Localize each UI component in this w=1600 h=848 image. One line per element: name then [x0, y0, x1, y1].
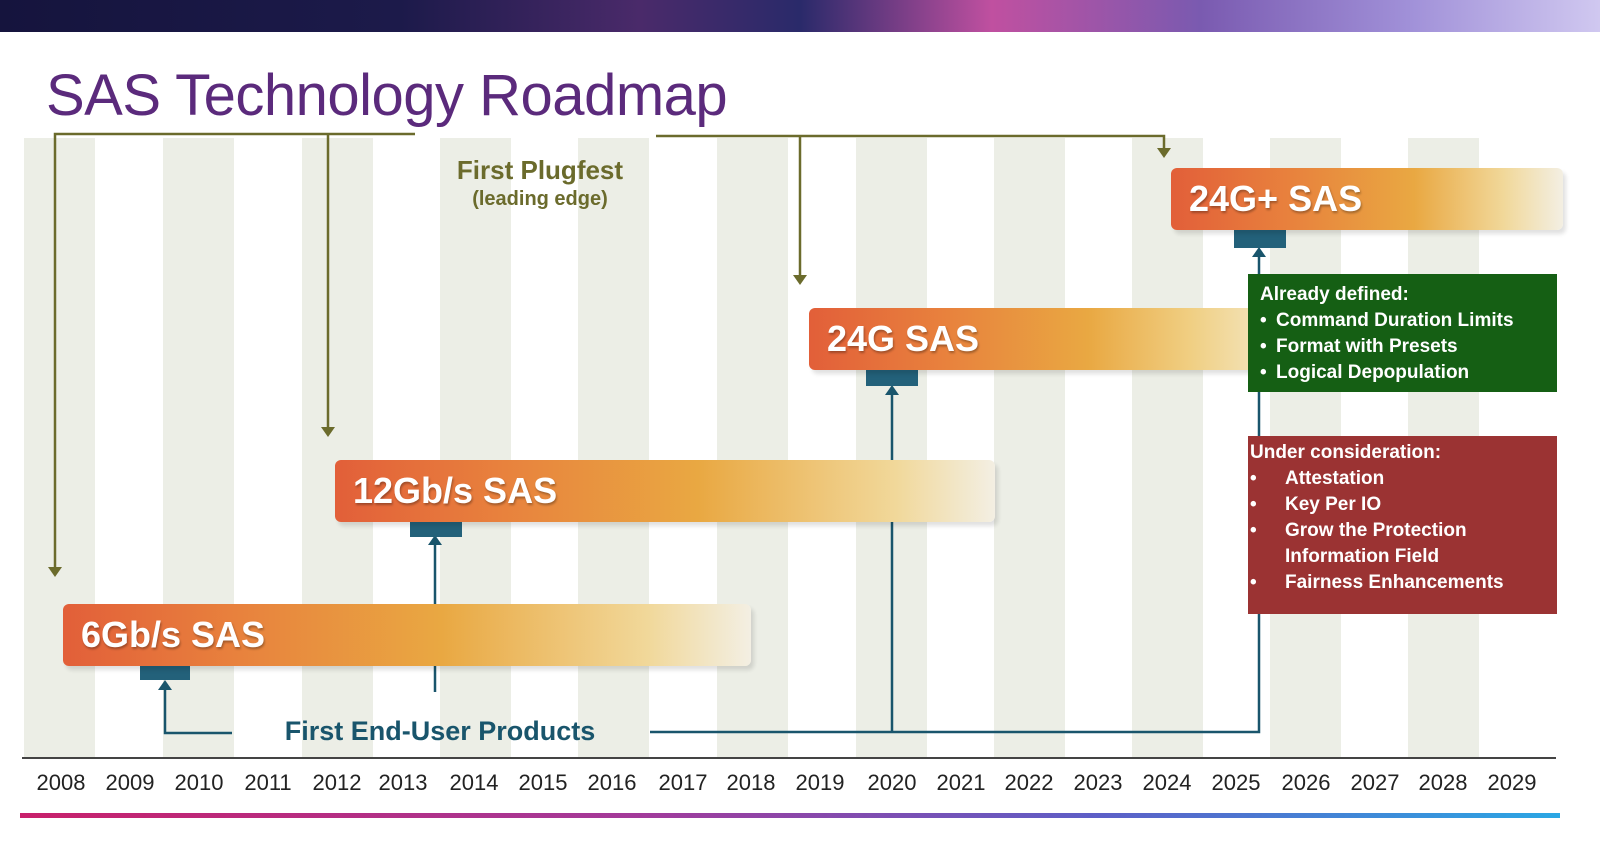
stripe-2024 — [1132, 138, 1203, 758]
tab-6g — [140, 664, 190, 680]
arrowhead-up-24gplus — [1252, 247, 1266, 257]
year-label: 2025 — [1211, 770, 1261, 795]
tab-24gplus — [1234, 230, 1286, 248]
enduser-label: First End-User Products — [284, 716, 596, 746]
year-label: 2021 — [936, 770, 986, 795]
year-axis: 2008 2009 2010 2011 2012 2013 2014 2015 … — [22, 758, 1558, 804]
year-label: 2024 — [1142, 770, 1192, 795]
arrowhead-up-6g — [158, 680, 172, 690]
year-label: 2011 — [244, 770, 292, 795]
under-consideration-box: Under consideration: Attestation Key Per… — [1248, 436, 1557, 614]
top-banner — [0, 0, 1600, 32]
stripe-2022 — [994, 138, 1065, 758]
generation-bar-12g: 12Gb/s SAS — [335, 460, 995, 522]
plugfest-callout: First Plugfest (leading edge) — [440, 155, 640, 211]
year-label: 2019 — [795, 770, 845, 795]
already-defined-list: Command Duration Limits Format with Pres… — [1260, 308, 1545, 386]
plugfest-label: First Plugfest — [456, 155, 624, 185]
generation-bar-24g: 24G SAS — [809, 308, 1259, 370]
list-item: Fairness Enhancements — [1248, 570, 1557, 596]
under-consideration-list: Attestation Key Per IO Grow the Protecti… — [1248, 466, 1557, 596]
year-label: 2026 — [1281, 770, 1331, 795]
year-label: 2008 — [36, 770, 86, 795]
list-item: Logical Depopulation — [1260, 360, 1545, 386]
year-label: 2010 — [174, 770, 224, 795]
tab-12g — [410, 520, 462, 537]
year-label: 2018 — [726, 770, 776, 795]
year-label: 2027 — [1350, 770, 1400, 795]
year-label: 2013 — [378, 770, 428, 795]
year-label: 2012 — [312, 770, 362, 795]
year-label: 2016 — [587, 770, 637, 795]
year-label: 2022 — [1004, 770, 1054, 795]
under-consideration-title: Under consideration: — [1250, 442, 1442, 463]
tab-24g — [866, 368, 918, 386]
generation-label: 24G+ SAS — [1189, 178, 1363, 219]
generation-label: 6Gb/s SAS — [81, 614, 266, 655]
bar-tabs — [140, 230, 1286, 680]
arrowhead-24gplus — [1157, 148, 1171, 158]
enduser-line-right — [650, 253, 1261, 734]
arrowhead-up-12g — [428, 535, 442, 545]
enduser-line-6g — [163, 686, 232, 735]
year-label: 2014 — [449, 770, 499, 795]
list-item: Command Duration Limits — [1260, 308, 1545, 334]
list-item: Format with Presets — [1260, 334, 1545, 360]
year-label: 2023 — [1073, 770, 1123, 795]
enduser-connectors — [163, 253, 1261, 735]
bottom-gradient-line — [20, 813, 1560, 818]
arrowhead-6g — [48, 567, 62, 577]
arrowhead-up-24g — [885, 385, 899, 395]
year-label: 2009 — [105, 770, 155, 795]
plugfest-line-right — [656, 134, 1166, 150]
plugfest-sublabel: (leading edge) — [472, 188, 608, 210]
year-label: 2028 — [1418, 770, 1468, 795]
already-defined-title: Already defined: — [1260, 284, 1409, 305]
year-label: 2015 — [518, 770, 568, 795]
list-item: Attestation — [1248, 466, 1557, 492]
year-label: 2017 — [658, 770, 708, 795]
generation-label: 24G SAS — [827, 318, 980, 359]
page-title: SAS Technology Roadmap — [46, 63, 728, 128]
already-defined-box: Already defined: Command Duration Limits… — [1248, 274, 1557, 392]
plugfest-line-left — [53, 132, 415, 568]
plugfest-arrowheads — [48, 148, 1171, 577]
generation-bar-6g: 6Gb/s SAS — [63, 604, 751, 666]
plugfest-connectors — [53, 132, 1166, 568]
generation-bar-24gplus: 24G+ SAS — [1171, 168, 1563, 230]
enduser-arrowheads — [158, 247, 1266, 690]
list-item: Grow the Protection Information Field — [1248, 518, 1557, 570]
year-label: 2029 — [1487, 770, 1537, 795]
arrowhead-12g — [321, 427, 335, 437]
arrowhead-24g — [793, 275, 807, 285]
list-item: Key Per IO — [1248, 492, 1557, 518]
year-label: 2020 — [867, 770, 917, 795]
generation-label: 12Gb/s SAS — [353, 470, 558, 511]
